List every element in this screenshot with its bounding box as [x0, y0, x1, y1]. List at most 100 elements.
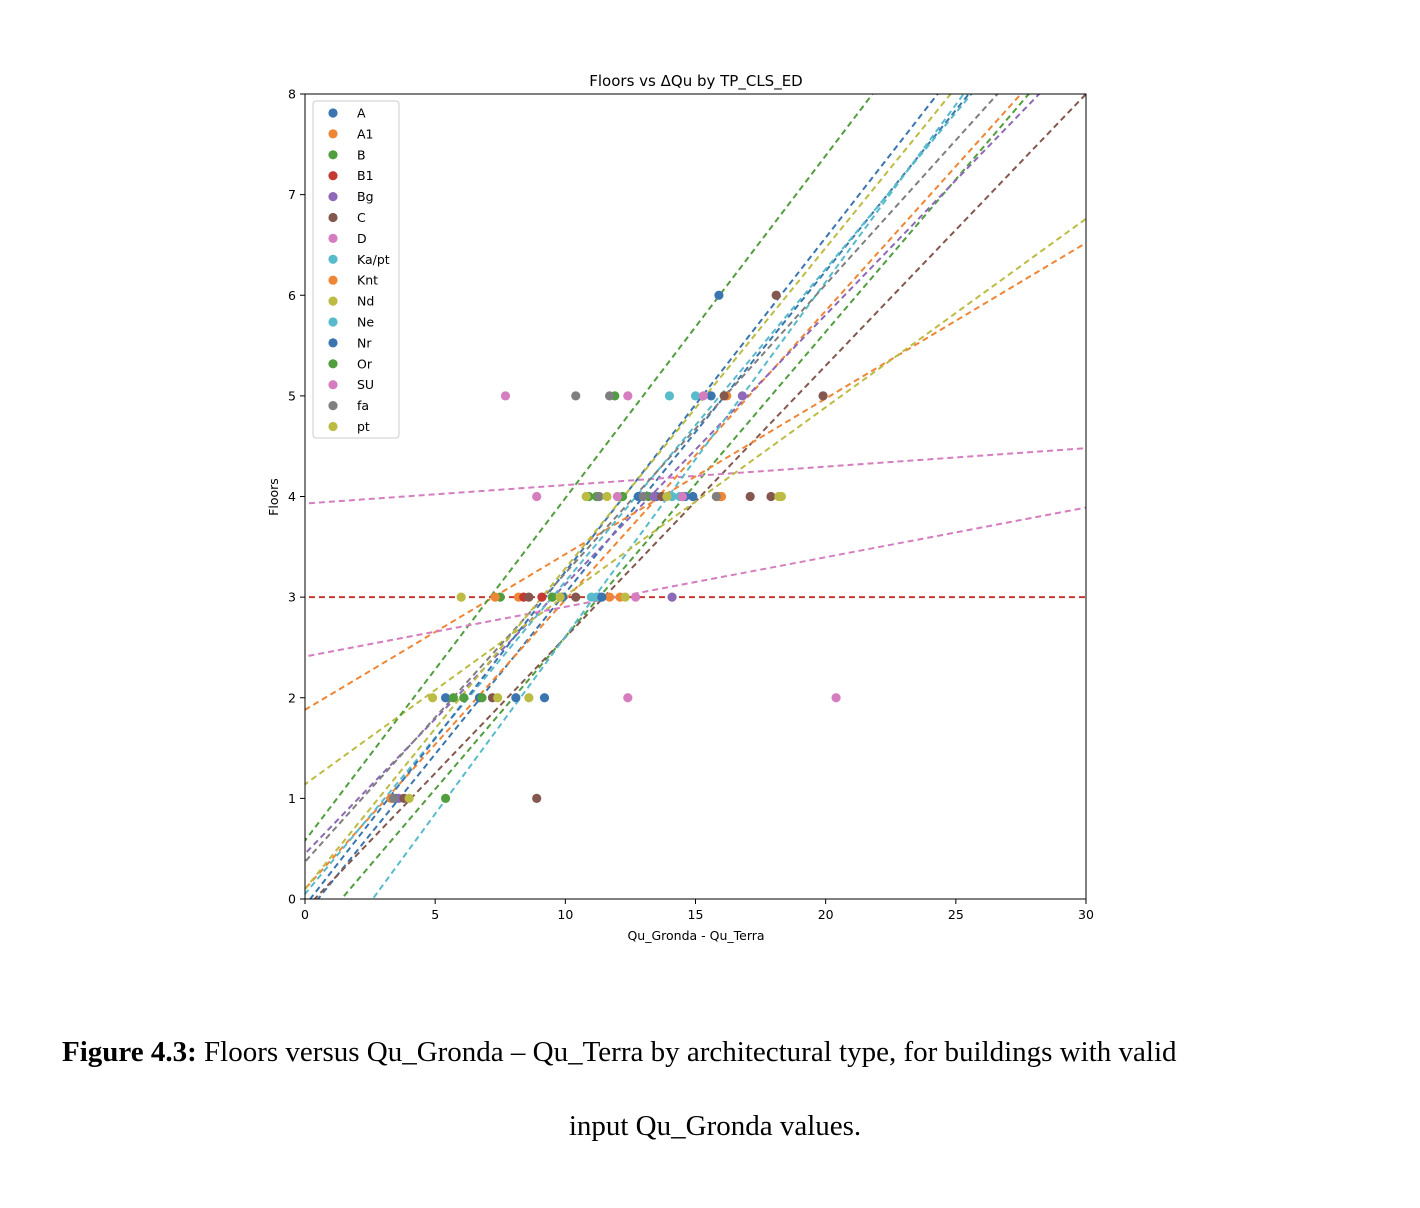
x-tick-label: 20 — [818, 907, 834, 922]
point-c — [745, 491, 755, 502]
legend-marker-or — [328, 359, 338, 369]
fit-line-a — [316, 94, 971, 899]
legend-box — [312, 100, 400, 439]
legend: A A1 B B1 Bg CD Ka/pt Knt Nd Ne Nr Or SU fa pt — [312, 100, 400, 439]
legend-label-b: B — [357, 147, 366, 162]
fit-line-knt — [305, 241, 1086, 711]
point-su — [698, 391, 708, 401]
y-tick-label: 0 — [288, 892, 296, 907]
y-tick-label: 6 — [288, 288, 296, 303]
x-tick-label: 15 — [688, 907, 704, 922]
point-fa — [638, 491, 649, 502]
y-tick-label: 5 — [288, 388, 296, 403]
y-tick-label: 4 — [288, 489, 296, 504]
point-su — [677, 491, 688, 502]
legend-marker-nr — [328, 338, 338, 348]
point-a — [440, 693, 451, 703]
point-pt — [404, 793, 414, 803]
point-pt — [774, 491, 784, 502]
point-fa — [571, 391, 581, 401]
legend-marker-a1 — [328, 129, 338, 139]
point-a — [688, 491, 698, 502]
point-c — [524, 592, 534, 602]
x-tick-label: 5 — [431, 907, 439, 922]
point-c — [532, 793, 542, 803]
y-tick-label: 2 — [288, 690, 296, 705]
data-points — [386, 290, 841, 803]
fit-line-ka-pt — [371, 94, 965, 899]
legend-label-a: A — [357, 106, 366, 121]
legend-marker-b1 — [328, 171, 338, 181]
legend-label-nr: Nr — [357, 335, 372, 350]
point-nd — [620, 592, 630, 602]
fit-line-nd — [305, 217, 1086, 786]
legend-marker-ka-pt — [328, 254, 338, 264]
point-nr — [597, 592, 607, 602]
x-tick-label: 0 — [301, 907, 309, 922]
x-tick-label: 25 — [948, 907, 964, 922]
y-tick-label: 8 — [288, 87, 296, 102]
point-c — [766, 491, 776, 502]
point-d — [623, 693, 633, 703]
point-fa — [604, 391, 615, 401]
point-pt — [555, 592, 565, 602]
legend-label-pt: pt — [357, 419, 370, 434]
legend-label-su: SU — [357, 377, 374, 392]
legend-marker-su — [328, 380, 338, 390]
point-ne — [690, 391, 701, 401]
point-fa — [594, 491, 604, 502]
fit-line-bg — [305, 94, 1041, 856]
figure-caption-line-2: input Qu_Gronda values. — [0, 1110, 1420, 1143]
fit-line-pt — [305, 94, 952, 891]
x-axis: 0 5 10 15 20 25 30 — [301, 899, 1094, 922]
fit-line-nr — [308, 94, 939, 899]
legend-label-fa: fa — [357, 398, 369, 413]
point-pt — [662, 491, 672, 502]
point-c — [771, 290, 781, 300]
fit-line-fa — [305, 94, 999, 864]
legend-label-knt: Knt — [357, 273, 378, 288]
legend-marker-bg — [328, 192, 338, 202]
y-tick-label: 7 — [288, 187, 296, 202]
point-nd — [456, 592, 466, 602]
legend-label-bg: Bg — [357, 189, 374, 204]
point-c — [719, 391, 729, 401]
caption-text-1: Floors versus Qu_Gronda – Qu_Terra by ar… — [196, 1036, 1177, 1068]
legend-label-ne: Ne — [357, 315, 374, 330]
y-axis-label: Floors — [266, 478, 281, 516]
point-su — [612, 491, 623, 502]
point-nd — [581, 491, 591, 502]
point-b1 — [537, 592, 547, 602]
legend-label-nd: Nd — [357, 294, 374, 309]
figure-caption-line-1: Figure 4.3: Floors versus Qu_Gronda – Qu… — [0, 1036, 1420, 1069]
y-axis: 0 1 2 3 4 5 6 7 8 — [288, 87, 305, 907]
point-a1 — [604, 592, 615, 602]
legend-marker-d — [328, 233, 338, 243]
figure-label: Figure 4.3: — [62, 1036, 197, 1068]
y-tick-label: 1 — [288, 791, 296, 806]
point-or — [547, 592, 557, 602]
point-nd — [427, 693, 438, 703]
legend-marker-b — [328, 150, 338, 160]
point-fa — [711, 491, 721, 502]
point-nr — [511, 693, 521, 703]
point-c — [571, 592, 581, 602]
x-tick-label: 30 — [1078, 907, 1094, 922]
point-or — [448, 693, 458, 703]
point-d — [623, 391, 633, 401]
legend-label-a1: A1 — [357, 126, 374, 141]
legend-label-d: D — [357, 231, 367, 246]
fit-line-su — [305, 506, 1086, 658]
point-bg — [667, 592, 677, 602]
legend-marker-nd — [328, 296, 338, 306]
point-a — [706, 391, 716, 401]
point-bg — [737, 391, 747, 401]
legend-marker-fa — [328, 401, 338, 411]
point-b — [459, 693, 469, 703]
point-nd — [524, 693, 534, 703]
point-su — [631, 592, 641, 602]
legend-marker-c — [328, 212, 338, 223]
point-b — [440, 793, 451, 803]
point-nr — [539, 693, 550, 703]
